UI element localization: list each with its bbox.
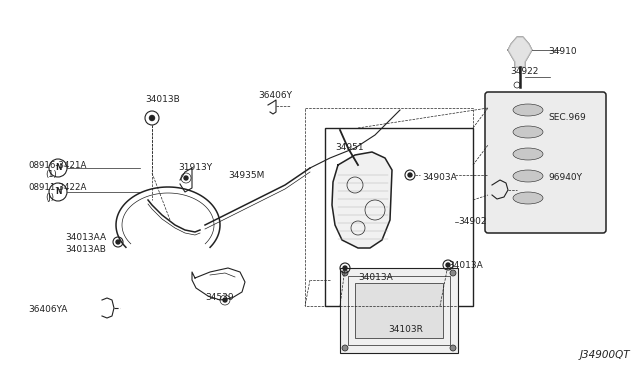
Polygon shape [332, 152, 392, 248]
Circle shape [343, 266, 347, 270]
Ellipse shape [513, 192, 543, 204]
Circle shape [223, 298, 227, 302]
Circle shape [450, 270, 456, 276]
Bar [348, 276, 450, 345]
Circle shape [342, 345, 348, 351]
Ellipse shape [513, 126, 543, 138]
Ellipse shape [513, 170, 543, 182]
Ellipse shape [513, 104, 543, 116]
Text: 34013A: 34013A [358, 273, 393, 282]
Text: 34951: 34951 [335, 144, 364, 153]
Text: 34013AA: 34013AA [65, 234, 106, 243]
Text: 34935M: 34935M [228, 170, 264, 180]
Text: 34013B: 34013B [145, 96, 180, 105]
Circle shape [116, 240, 120, 244]
Circle shape [149, 115, 155, 121]
Text: 34013A: 34013A [448, 260, 483, 269]
Text: 34539: 34539 [205, 294, 234, 302]
Text: 96940Y: 96940Y [548, 173, 582, 183]
Text: N: N [55, 164, 61, 173]
Text: (1): (1) [45, 170, 57, 180]
FancyBboxPatch shape [485, 92, 606, 233]
Text: 34902: 34902 [458, 218, 486, 227]
Text: N: N [55, 187, 61, 196]
Text: 08911-3422A: 08911-3422A [28, 183, 86, 192]
Text: 36406Y: 36406Y [258, 90, 292, 99]
Circle shape [342, 270, 348, 276]
Polygon shape [508, 37, 532, 67]
Text: 31913Y: 31913Y [178, 164, 212, 173]
Ellipse shape [513, 148, 543, 160]
Circle shape [450, 345, 456, 351]
Text: 34903A: 34903A [422, 173, 457, 183]
Circle shape [184, 176, 188, 180]
Text: 08916-3421A: 08916-3421A [28, 160, 86, 170]
Text: 34103R: 34103R [388, 326, 423, 334]
Text: 34910: 34910 [548, 48, 577, 57]
Bar [325, 128, 473, 306]
Text: 34922: 34922 [510, 67, 538, 77]
Bar [355, 283, 443, 338]
Text: (J): (J) [45, 193, 54, 202]
Text: SEC.969: SEC.969 [548, 113, 586, 122]
Bar [340, 268, 458, 353]
Circle shape [408, 173, 412, 177]
Text: J34900QT: J34900QT [579, 350, 630, 360]
Text: 34013AB: 34013AB [65, 246, 106, 254]
Circle shape [446, 263, 450, 267]
Text: 36406YA: 36406YA [28, 305, 67, 314]
